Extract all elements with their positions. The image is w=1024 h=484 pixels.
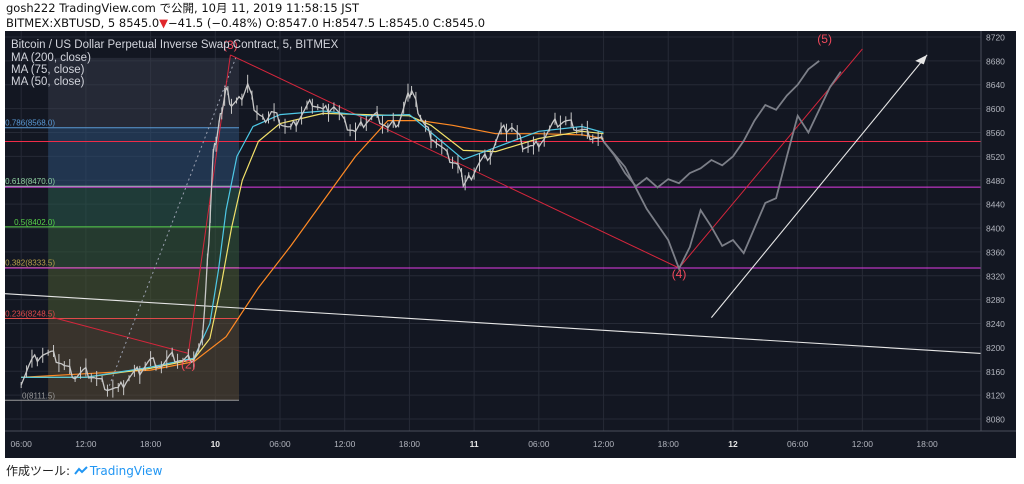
change-value: −41.5 (−0.48%) <box>168 16 263 30</box>
fib-zone-top <box>48 57 240 128</box>
x-tick-label: 10 <box>211 439 221 449</box>
x-tick-label: 18:00 <box>658 439 680 449</box>
fib-level-label: 0.382(8333.5) <box>5 259 55 268</box>
made-with-label: 作成ツール: <box>6 464 71 478</box>
trend-line-long <box>5 293 982 354</box>
y-tick-label: 8160 <box>986 367 1005 377</box>
x-tick-label: 18:00 <box>399 439 421 449</box>
y-tick-label: 8520 <box>986 152 1005 162</box>
wave-line-1-2 <box>53 317 189 354</box>
wave-label: (2) <box>181 357 196 371</box>
wave-labels: (2) (3) (4) (5) <box>181 32 832 371</box>
y-tick-label: 8400 <box>986 224 1005 234</box>
fib-level-label: 0.5(8402.0) <box>14 218 55 227</box>
y-tick-label: 8640 <box>986 80 1005 90</box>
x-tick-label: 12:00 <box>75 439 97 449</box>
legend-ma-200: MA (200, close) <box>11 52 91 64</box>
tradingview-brand[interactable]: TradingView <box>89 464 163 478</box>
x-tick-label: 18:00 <box>140 439 162 449</box>
legend-title: Bitcoin / US Dollar Perpetual Inverse Sw… <box>11 39 339 51</box>
down-arrow-icon: ▼ <box>159 16 168 30</box>
header: gosh222 TradingView.com で公開, 10月 11, 201… <box>6 1 485 31</box>
y-tick-label: 8720 <box>986 32 1005 42</box>
y-tick-label: 8120 <box>986 391 1005 401</box>
x-tick-label: 12:00 <box>852 439 874 449</box>
y-tick-label: 8360 <box>986 247 1005 257</box>
footer: 作成ツール: TradingView <box>6 462 162 479</box>
x-tick-label: 18:00 <box>916 439 938 449</box>
y-tick-label: 8680 <box>986 56 1005 66</box>
price-line <box>20 81 605 392</box>
trend-arrow-head <box>915 54 928 65</box>
x-tick-label: 12:00 <box>334 439 356 449</box>
x-tick-label: 06:00 <box>787 439 809 449</box>
x-tick-label: 11 <box>470 439 479 449</box>
projection-path-upper <box>602 60 820 189</box>
trend-arrow-line <box>710 54 928 318</box>
x-tick-label: 06:00 <box>528 439 550 449</box>
wave-line-3-4 <box>230 54 680 269</box>
y-tick-label: 8440 <box>986 200 1005 210</box>
fib-zone <box>48 318 240 401</box>
y-tick-label: 8560 <box>986 128 1005 138</box>
tradingview-logo-icon <box>74 466 88 475</box>
wave-label: (4) <box>672 267 687 281</box>
fib-level-label: 0.786(8568.0) <box>5 119 55 128</box>
fib-zone <box>48 226 240 268</box>
y-tick-label: 8320 <box>986 271 1005 281</box>
legend-ma-50: MA (50, close) <box>11 76 85 88</box>
x-tick-label: 06:00 <box>11 439 33 449</box>
fib-zone <box>48 267 240 319</box>
axes: 8080 8120 8160 8200 8240 8280 8320 8360 8400 8440… <box>5 31 1016 458</box>
y-tick-label: 8200 <box>986 343 1005 353</box>
chart-legend: Bitcoin / US Dollar Perpetual Inverse Sw… <box>11 39 339 88</box>
wave-label: (5) <box>817 32 832 46</box>
fib-level-label: 0.618(8470.0) <box>5 177 55 186</box>
series <box>20 60 842 398</box>
price-axis-panel <box>981 31 1016 458</box>
y-tick-label: 8240 <box>986 319 1005 329</box>
wave-label: (3) <box>223 38 238 52</box>
fib-level-label: 0(8111.5) <box>22 391 55 400</box>
y-tick-label: 8080 <box>986 415 1005 425</box>
fib-level-label: 0.236(8248.5) <box>5 309 55 318</box>
publish-info: gosh222 TradingView.com で公開, 10月 11, 201… <box>6 1 360 15</box>
x-tick-label: 06:00 <box>269 439 291 449</box>
y-tick-label: 8280 <box>986 295 1005 305</box>
symbol-quote: BITMEX:XBTUSD, 5 8545.0▼−41.5 (−0.48%) O… <box>6 16 485 31</box>
x-tick-label: 12:00 <box>593 439 615 449</box>
ohlc-values: O:8547.0 H:8547.5 L:8545.0 C:8545.0 <box>265 16 486 30</box>
projection-path-lower <box>602 71 842 271</box>
symbol-label: BITMEX:XBTUSD, 5 8545.0 <box>6 16 160 30</box>
x-tick-label: 12 <box>728 439 738 449</box>
price-chart[interactable]: 0.786(8568.0) 0.618(8470.0) 0.5(8402.0) 0.3… <box>5 31 1016 458</box>
y-tick-label: 8600 <box>986 104 1005 114</box>
fib-zone <box>48 127 240 187</box>
legend-ma-75: MA (75, close) <box>11 64 85 76</box>
y-tick-label: 8480 <box>986 176 1005 186</box>
